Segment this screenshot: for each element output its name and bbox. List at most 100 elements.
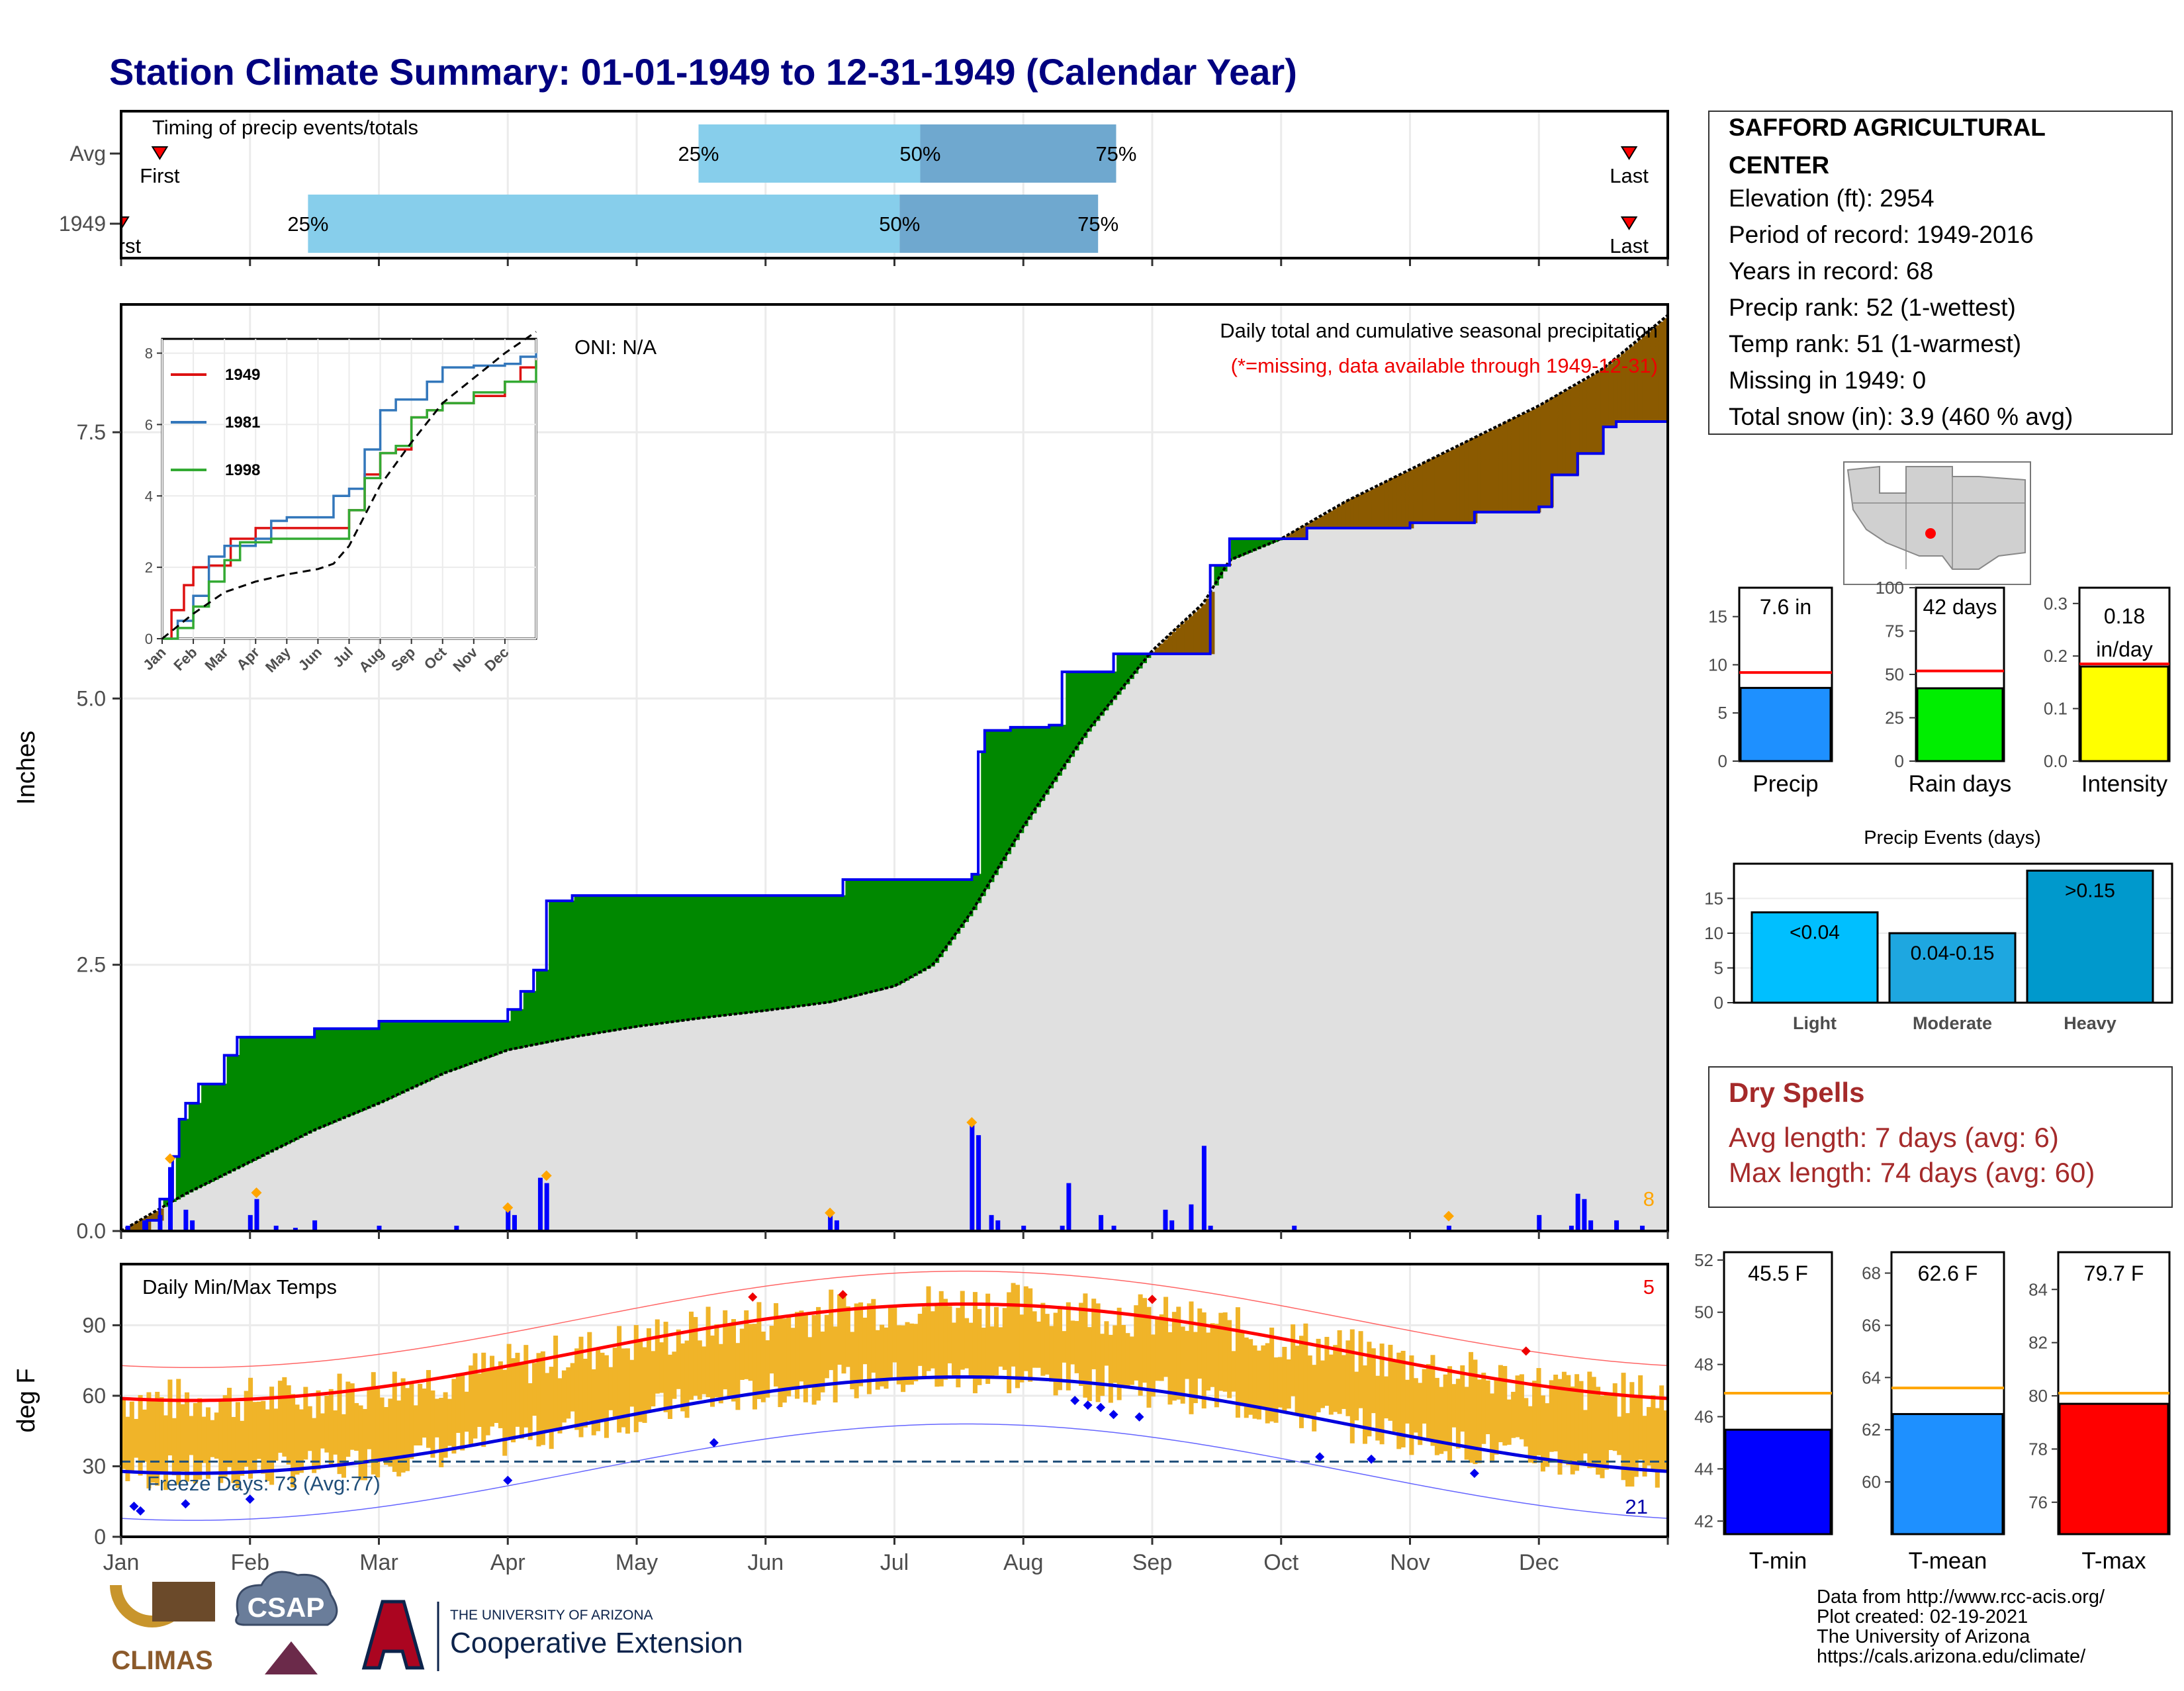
daily-temp-bar (778, 1315, 783, 1408)
daily-temp-bar (146, 1392, 152, 1488)
daily-temp-bar (473, 1353, 478, 1439)
daily-precip-bar (1569, 1225, 1574, 1231)
dry-spells-max: Max length: 74 days (avg: 60) (1729, 1157, 2095, 1188)
inset-legend-label: 1998 (225, 461, 260, 479)
daily-temp-bar (1506, 1399, 1512, 1445)
daily-temp-bar (1028, 1288, 1033, 1382)
daily-temp-bar (1002, 1308, 1007, 1370)
daily-temp-bar (1044, 1314, 1050, 1375)
events-title: Precip Events (days) (1864, 827, 2041, 848)
summary-value-unit: in/day (2096, 637, 2152, 661)
daily-temp-bar (303, 1387, 308, 1460)
record-diamond (838, 1290, 848, 1300)
daily-temp-bar (1409, 1355, 1414, 1455)
month-label: Jun (747, 1550, 784, 1575)
daily-temp-bar (1371, 1348, 1376, 1414)
daily-temp-bar (201, 1416, 206, 1463)
daily-temp-bar (1587, 1371, 1592, 1469)
last-marker (1620, 216, 1638, 230)
daily-temp-bar (1354, 1371, 1359, 1421)
temp-bar-T-max (2058, 1402, 2169, 1535)
inset-ytick-label: 2 (145, 559, 153, 576)
daily-precip-bar (293, 1228, 298, 1231)
daily-temp-bar (702, 1346, 707, 1394)
daily-temp-bar (1201, 1312, 1206, 1409)
daily-temp-bar (638, 1339, 643, 1422)
daily-temp-bar (993, 1306, 999, 1376)
inset-series-1998 (162, 360, 537, 640)
summary-ytick-label: 0 (1895, 751, 1904, 771)
daily-precip-bar (1021, 1225, 1026, 1231)
summary-ytick-label: 0.3 (2044, 594, 2068, 614)
daily-temp-bar (498, 1361, 503, 1428)
climas-logo-block (152, 1582, 215, 1622)
daily-temp-bar (282, 1377, 287, 1457)
daily-temp-bar (1655, 1408, 1660, 1488)
daily-temp-bar (231, 1416, 236, 1483)
daily-temp-bar (418, 1383, 423, 1446)
timing-panel: Timing of precip events/totals Avg 25% 50% 7… (0, 108, 1669, 266)
daily-temp-bar (642, 1347, 647, 1423)
daily-temp-bar (1083, 1293, 1088, 1398)
daily-temp-bar (1320, 1360, 1325, 1408)
record-diamond (748, 1292, 758, 1302)
record-diamond (1070, 1396, 1080, 1405)
station-info-line: Precip rank: 52 (1-wettest) (1729, 294, 2016, 321)
daily-temp-bar (1159, 1314, 1164, 1381)
daily-precip-bar (512, 1214, 517, 1231)
daily-temp-bar (1185, 1330, 1190, 1379)
station-info-box (1708, 111, 2173, 435)
month-label: Dec (1519, 1550, 1559, 1575)
daily-temp-bar (956, 1308, 961, 1388)
daily-temp-bar (1295, 1346, 1300, 1414)
daily-temp-bar (150, 1400, 156, 1483)
freeze-days-label: Freeze Days: 73 (Avg:77) (147, 1472, 381, 1495)
avg-min-line (120, 1375, 1668, 1475)
daily-temp-bar (1477, 1379, 1482, 1463)
daily-temp-bar (1113, 1325, 1118, 1383)
temp-ytick-label: 30 (82, 1454, 106, 1478)
daily-temp-bar (561, 1370, 567, 1423)
daily-temp-bar (684, 1340, 690, 1418)
daily-temp-bar (451, 1379, 457, 1454)
daily-temp-bar (1464, 1387, 1469, 1460)
daily-temp-bar (820, 1331, 825, 1393)
daily-temp-bar (756, 1302, 762, 1399)
daily-temp-bar (688, 1311, 694, 1400)
station-info-line: Years in record: 68 (1729, 257, 1933, 285)
daily-temp-bar (210, 1420, 215, 1457)
daily-temp-bar (1328, 1354, 1334, 1415)
right-panels: SAFFORD AGRICULTURAL CENTER Elevation (ft)… (1694, 111, 2173, 1574)
daily-temp-bar (125, 1416, 130, 1481)
event-diamond (1443, 1211, 1454, 1222)
daily-temp-bar (1426, 1363, 1432, 1440)
daily-precip-bar (544, 1183, 549, 1231)
summary-ytick-label: 5 (1718, 703, 1727, 723)
record-diamond (709, 1438, 719, 1447)
daily-precip-bar (1189, 1204, 1194, 1231)
precip-ytick-label: 2.5 (77, 953, 106, 977)
daily-precip-bar (834, 1220, 839, 1231)
daily-temp-bar (383, 1406, 388, 1465)
daily-temp-bar (1222, 1312, 1228, 1392)
daily-temp-bar (1282, 1347, 1287, 1412)
daily-temp-bar (998, 1327, 1003, 1367)
daily-temp-bar (176, 1379, 181, 1485)
temp-ytick-label: 60 (82, 1384, 106, 1408)
daily-temp-bar (1303, 1323, 1308, 1415)
first-label: First (140, 164, 180, 187)
daily-temp-bar (1633, 1397, 1639, 1477)
summary-ytick-label: 25 (1885, 708, 1904, 728)
daily-temp-bar (723, 1310, 728, 1390)
daily-temp-bar (413, 1405, 418, 1445)
event-bar-label: Moderate (1913, 1013, 1992, 1033)
record-diamond (1134, 1412, 1144, 1422)
daily-temp-bar (1418, 1383, 1423, 1445)
daily-temp-bar (1422, 1369, 1427, 1424)
daily-temp-bar (1265, 1343, 1270, 1424)
daily-temp-bar (625, 1348, 630, 1434)
daily-temp-bar (1638, 1375, 1643, 1460)
ua-logo-a (361, 1600, 425, 1670)
daily-temp-bar (1574, 1374, 1580, 1471)
daily-temp-bar (1023, 1286, 1028, 1371)
